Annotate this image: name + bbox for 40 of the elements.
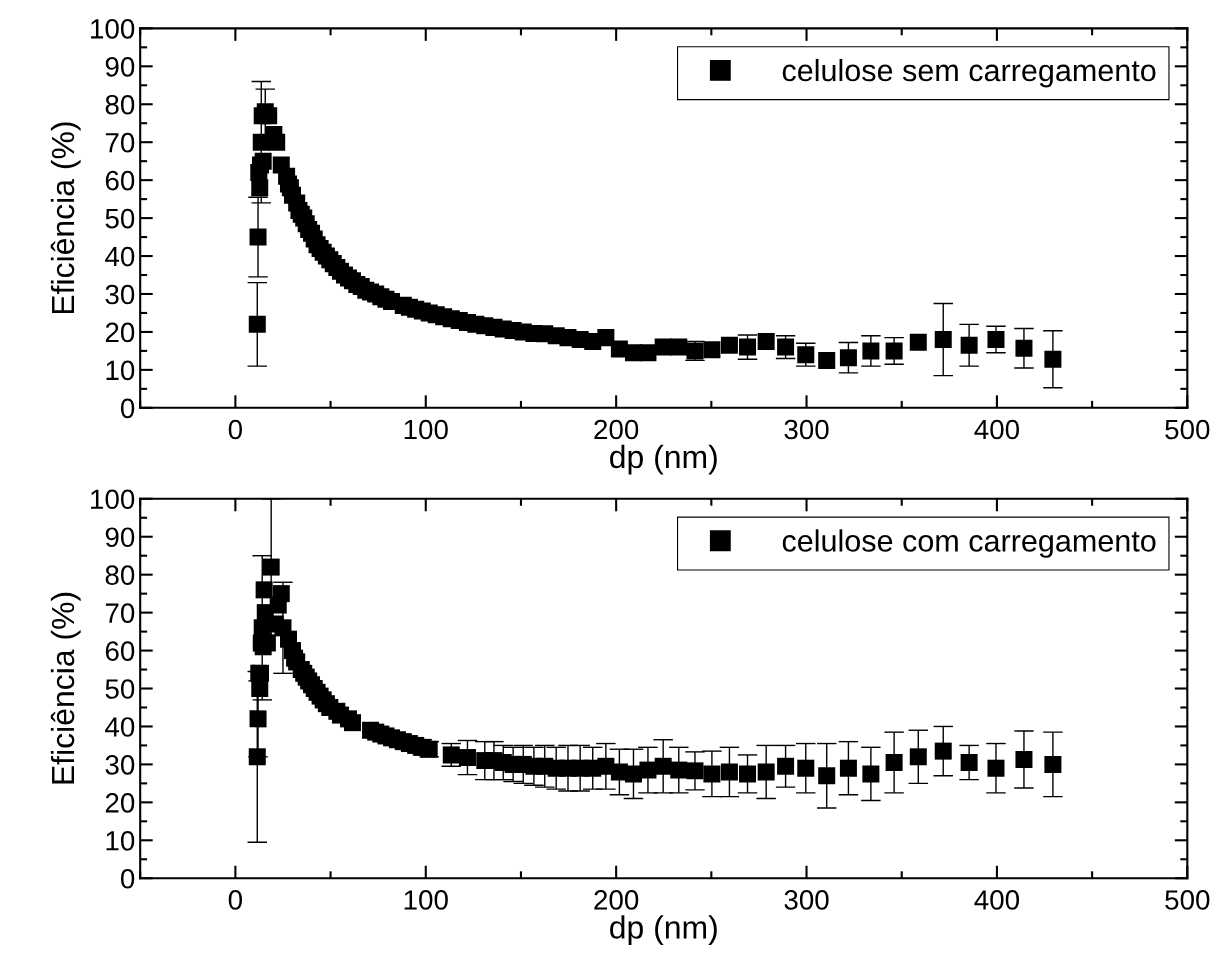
x-tick-label: 500 [1165, 419, 1210, 440]
y-tick-label: 20 [105, 793, 135, 813]
x-tick-label: 500 [1165, 890, 1210, 910]
legend-label: celulose com carregamento [782, 529, 1156, 558]
y-tick-label: 90 [105, 56, 135, 77]
y-axis-title: Eficiência (%) [50, 592, 81, 784]
y-tick-label: 0 [120, 398, 135, 419]
x-tick-label: 100 [404, 890, 448, 910]
y-tick-label: 30 [105, 284, 135, 305]
y-tick-label: 60 [105, 170, 135, 191]
y-tick-label: 80 [105, 94, 135, 115]
y-tick-label: 70 [105, 603, 135, 623]
x-axis-title: dp (nm) [610, 915, 717, 946]
x-tick-label: 200 [594, 890, 639, 910]
y-tick-label: 10 [106, 830, 135, 851]
x-tick-label: 400 [974, 419, 1020, 440]
y-tick-label: 30 [105, 755, 135, 775]
y-tick-label: 90 [105, 527, 135, 548]
x-tick-label: 400 [974, 890, 1020, 910]
x-tick-label: 300 [784, 890, 829, 910]
y-tick-label: 40 [105, 246, 135, 267]
y-tick-label: 80 [105, 565, 135, 586]
x-tick-label: 0 [228, 890, 243, 910]
x-tick-label: 100 [404, 419, 448, 440]
y-tick-label: 60 [105, 641, 135, 661]
legend-label: celulose sem carregamento [782, 58, 1156, 88]
x-tick-label: 0 [228, 419, 243, 440]
y-tick-label: 20 [105, 322, 135, 343]
y-tick-label: 100 [91, 489, 135, 510]
x-axis-title: dp (nm) [610, 444, 717, 475]
y-tick-label: 10 [106, 360, 135, 381]
y-tick-label: 50 [105, 208, 135, 229]
y-axis-title: Eficiência (%) [50, 122, 81, 314]
y-tick-label: 50 [105, 679, 135, 699]
x-tick-label: 300 [784, 419, 829, 440]
y-tick-label: 70 [105, 132, 135, 153]
y-tick-label: 40 [105, 717, 135, 737]
x-tick-label: 200 [594, 419, 639, 440]
y-tick-label: 100 [91, 19, 135, 39]
y-tick-label: 0 [120, 868, 135, 889]
